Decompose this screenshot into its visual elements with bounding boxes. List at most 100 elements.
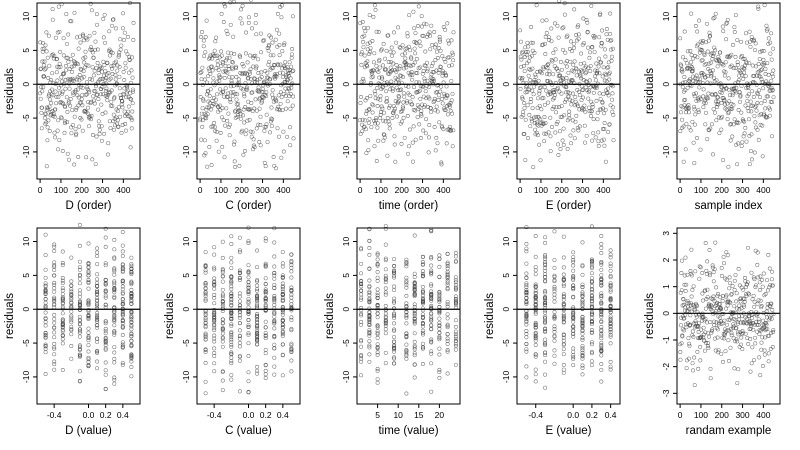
data-point [229,342,234,347]
data-point [523,90,528,95]
y-tick-label: 10 [501,237,511,247]
data-point [358,118,363,123]
data-point [246,301,251,306]
data-point [95,304,100,309]
data-point [358,21,363,26]
data-point [590,138,595,143]
data-point [735,38,740,43]
data-point [714,78,719,83]
data-point [237,321,242,326]
data-point [97,127,102,132]
data-point [280,332,285,337]
data-point [76,103,81,108]
data-point [768,304,773,309]
data-point [684,300,689,305]
data-point [53,107,58,112]
data-point [718,295,723,300]
data-point [580,300,585,305]
data-point [524,271,529,276]
data-point [727,55,731,60]
data-point [728,345,733,350]
data-point [57,85,62,90]
data-point [589,45,594,50]
data-point [123,65,128,70]
data-point [445,348,450,352]
data-point [736,266,741,271]
data-point [533,302,538,307]
data-point [270,92,275,97]
data-point [77,259,82,264]
data-point [105,93,110,98]
data-point [584,70,589,75]
data-point [718,116,723,121]
data-point [750,297,755,302]
data-point [610,46,615,51]
data-point [77,330,82,335]
data-point [705,21,709,26]
data-point [283,93,288,98]
data-point [213,39,218,44]
data-point [439,162,444,167]
data-point [280,317,285,322]
data-point [387,72,392,76]
data-point [69,255,74,260]
data-point [43,267,48,272]
data-point [52,112,57,117]
data-point [43,289,48,294]
data-point [561,297,566,302]
data-point [601,92,606,97]
data-point [700,291,705,296]
data-point [571,255,576,260]
data-point [204,116,209,121]
data-point [404,342,409,347]
data-point [693,54,698,58]
data-point [360,19,365,24]
data-point [263,276,268,281]
data-point [95,250,100,255]
y-tick-label: -10 [341,371,351,384]
data-point [604,27,609,31]
data-point [420,332,425,337]
data-point [220,268,225,273]
data-point [379,47,384,52]
data-point [283,60,288,65]
data-point [359,247,364,252]
data-point [551,50,556,55]
data-point [391,50,396,55]
data-point [604,32,609,37]
data-point [291,136,296,141]
data-point [280,373,285,378]
data-point [589,3,594,8]
data-point [584,18,589,22]
data-point [359,284,364,289]
data-point [682,29,687,34]
data-point [104,81,109,86]
data-point [364,111,369,116]
data-point [437,93,441,98]
data-point [693,269,698,274]
data-point [548,115,553,120]
data-point [717,131,722,136]
data-point [599,60,604,65]
y-tick-label: 0 [21,82,31,87]
data-point [116,124,121,129]
data-point [698,344,703,349]
data-point [758,298,763,303]
data-point [387,103,392,108]
data-point [100,69,105,74]
data-point [203,316,208,320]
data-point [399,119,404,124]
data-point [70,52,75,57]
data-point [220,336,225,341]
data-point [236,105,241,110]
data-point [48,80,53,85]
x-axis-label: D (order) [65,200,111,212]
data-point [392,288,397,292]
data-point [599,301,604,305]
data-point [608,341,613,346]
data-point [607,122,612,127]
data-point [543,343,548,348]
data-point [105,98,110,103]
data-point [587,78,592,83]
data-point [418,96,423,101]
